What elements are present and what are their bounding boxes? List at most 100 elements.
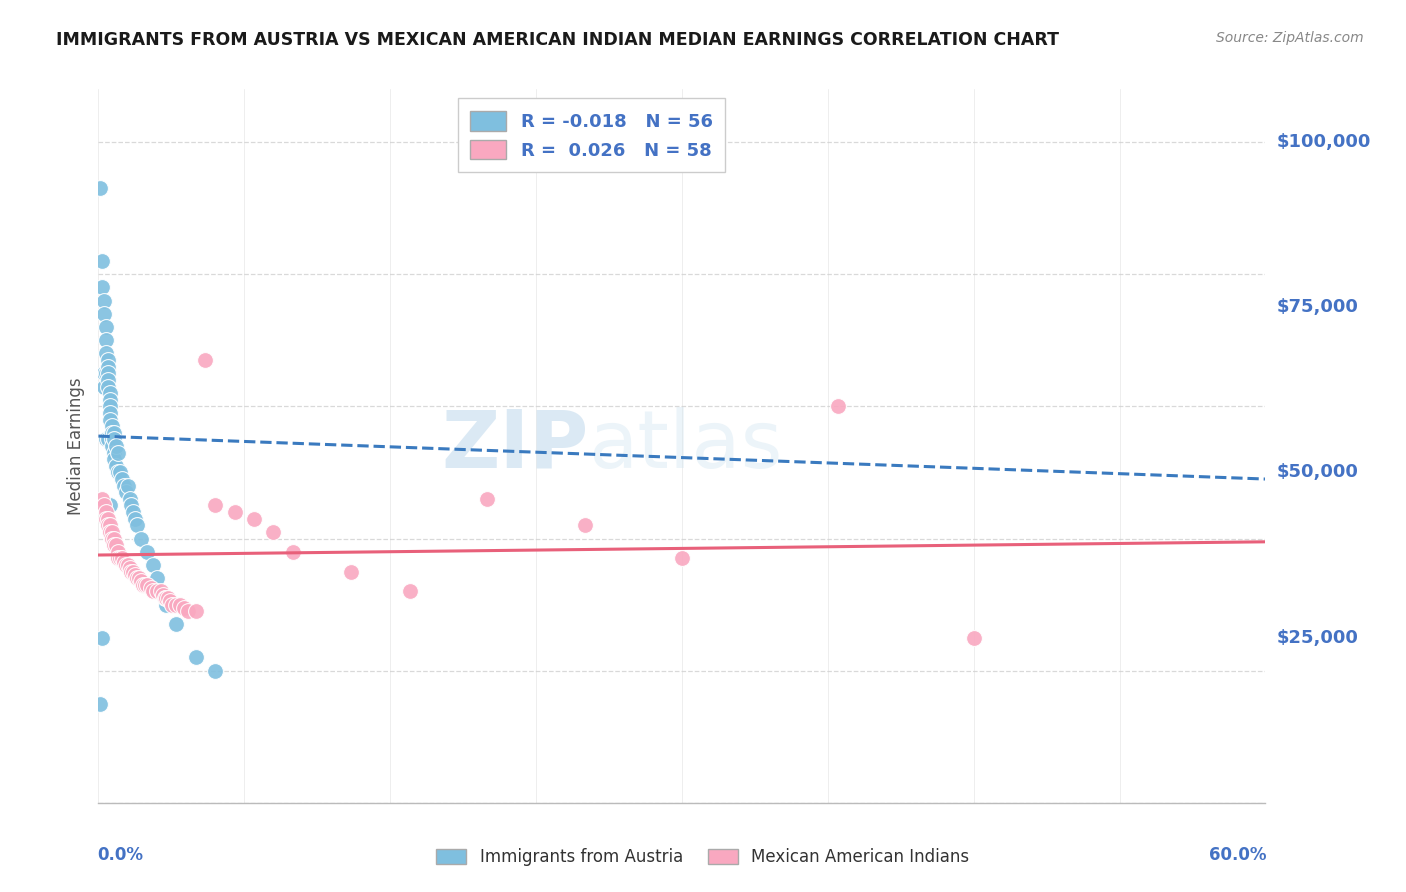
Point [184,604,207,618]
Point [129,574,152,589]
Point [89,181,111,195]
Point [96,320,118,334]
Point [136,578,159,592]
Point [117,478,139,492]
Point [121,499,143,513]
Point [91,491,114,506]
Point [101,425,124,440]
Point [103,538,125,552]
Point [101,439,124,453]
Point [101,524,124,539]
Point [122,505,145,519]
Point [104,439,127,453]
Point [112,478,135,492]
Point [108,551,131,566]
Point [101,532,124,546]
Point [107,545,129,559]
Point [169,598,191,612]
Point [121,565,143,579]
Point [165,598,187,612]
Point [118,561,141,575]
Point [114,558,136,572]
Point [477,491,499,506]
Point [124,567,146,582]
Point [98,400,121,414]
Text: 60.0%: 60.0% [1209,846,1267,863]
Legend: Immigrants from Austria, Mexican American Indians: Immigrants from Austria, Mexican America… [429,840,977,875]
Point [177,604,200,618]
Point [340,565,363,579]
Point [204,664,226,678]
Point [96,333,118,347]
Point [89,697,111,711]
Point [98,518,121,533]
Text: $100,000: $100,000 [1277,133,1371,151]
Point [962,631,984,645]
Point [118,491,141,506]
Point [98,524,121,539]
Point [96,346,118,360]
Point [112,555,135,569]
Text: 0.0%: 0.0% [97,846,143,863]
Point [111,472,134,486]
Point [91,280,114,294]
Point [204,499,226,513]
Point [194,353,217,368]
Point [184,650,207,665]
Point [98,406,121,420]
Point [107,445,129,459]
Point [153,591,176,605]
Point [127,518,149,533]
Text: ZIP: ZIP [441,407,589,485]
Point [93,367,115,381]
Point [132,578,155,592]
Point [142,584,165,599]
Point [93,307,115,321]
Point [108,466,131,480]
Point [96,433,118,447]
Point [128,571,150,585]
Point [91,254,114,268]
Point [114,485,136,500]
Point [96,367,118,381]
Point [97,359,120,374]
Text: IMMIGRANTS FROM AUSTRIA VS MEXICAN AMERICAN INDIAN MEDIAN EARNINGS CORRELATION C: IMMIGRANTS FROM AUSTRIA VS MEXICAN AMERI… [56,31,1059,49]
Point [96,511,118,525]
Point [103,433,125,447]
Point [117,558,139,572]
Point [93,293,115,308]
Point [98,392,121,407]
Point [107,551,129,566]
Y-axis label: Median Earnings: Median Earnings [66,377,84,515]
Point [103,425,125,440]
Point [149,584,172,599]
Point [671,551,693,566]
Point [104,538,127,552]
Point [155,598,177,612]
Point [155,591,177,605]
Point [91,631,114,645]
Point [136,545,159,559]
Point [146,571,169,585]
Point [93,379,115,393]
Point [103,532,125,546]
Point [142,558,165,572]
Point [107,466,129,480]
Point [98,499,121,513]
Point [224,505,246,519]
Point [101,419,124,434]
Text: Source: ZipAtlas.com: Source: ZipAtlas.com [1216,31,1364,45]
Text: $75,000: $75,000 [1277,298,1358,317]
Point [129,532,152,546]
Point [98,412,121,426]
Point [243,511,266,525]
Point [97,433,120,447]
Legend: R = -0.018   N = 56, R =  0.026   N = 58: R = -0.018 N = 56, R = 0.026 N = 58 [457,98,725,172]
Point [104,458,127,473]
Point [139,581,162,595]
Point [281,545,304,559]
Point [101,433,124,447]
Point [97,379,120,393]
Point [173,600,195,615]
Point [93,499,115,513]
